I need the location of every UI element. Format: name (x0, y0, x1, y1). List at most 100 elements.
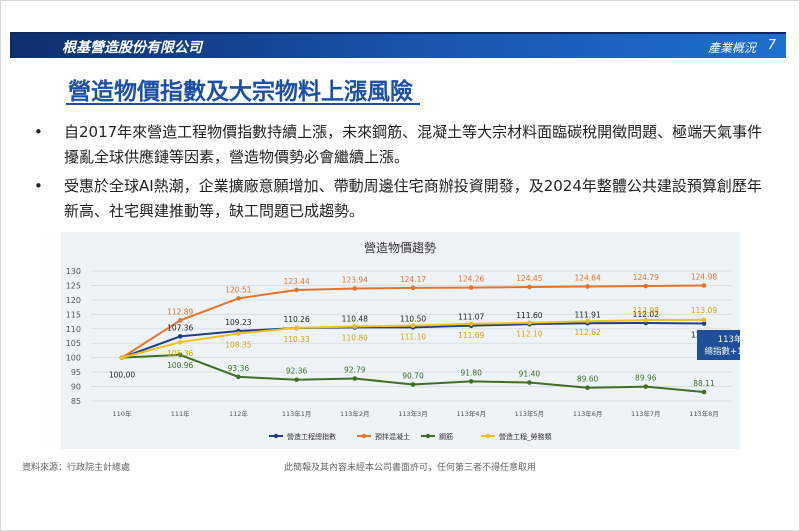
x-tick-label: 113年7月 (631, 409, 661, 418)
data-point (701, 389, 707, 395)
data-point (468, 379, 474, 384)
data-label: 109.23 (225, 318, 251, 327)
legend-label: 鋼筋 (439, 432, 453, 441)
data-label: 120.51 (225, 285, 251, 294)
data-label: 91.40 (519, 370, 541, 379)
data-label: 111.69 (458, 331, 484, 340)
data-label: 92.79 (344, 365, 366, 374)
data-label: 112.62 (574, 328, 600, 337)
data-label: 110.50 (400, 314, 426, 323)
chart-container: 營造物價趨勢 85 90 95 100 105 110 115 120 125 130 110年 111… (61, 232, 740, 449)
data-point (701, 283, 707, 288)
x-tick-label: 112年 (229, 409, 248, 418)
data-label: 110.80 (342, 333, 368, 342)
bullet-dot: • (34, 123, 43, 141)
x-tick-label: 113年5月 (515, 409, 545, 418)
data-point (236, 374, 241, 380)
y-tick-label: 100 (66, 354, 81, 363)
legend-marker (361, 433, 367, 439)
data-point (643, 384, 649, 389)
legend-label: 營造工程總指數 (287, 432, 336, 441)
legend-label: 預拌混凝土 (375, 432, 410, 441)
page-number: 7 (767, 38, 776, 53)
y-tick-label: 115 (66, 310, 81, 319)
data-label: 90.70 (402, 372, 424, 381)
data-label: 89.60 (577, 375, 599, 384)
x-tick-label: 113年2月 (340, 409, 370, 418)
data-point (585, 284, 590, 289)
data-label: 93.36 (228, 364, 250, 373)
data-label: 100.96 (167, 361, 193, 370)
data-label: 107.36 (167, 323, 193, 332)
data-point (236, 331, 241, 336)
data-label: 111.07 (458, 313, 484, 322)
header-bar: 根基營造股份有限公司 產業概況 7 (10, 32, 786, 58)
data-point (177, 352, 183, 358)
data-label: 124.79 (633, 273, 659, 282)
data-point (236, 296, 241, 301)
data-label: 92.36 (286, 367, 308, 376)
annotation-text: 113年8月 (718, 334, 740, 345)
data-point (294, 325, 299, 331)
data-label: 112.89 (167, 307, 193, 316)
data-label: 111.10 (400, 333, 426, 342)
annotation-box (697, 330, 740, 360)
data-point (352, 286, 358, 291)
data-label: 91.80 (460, 368, 482, 377)
data-point (643, 317, 649, 323)
data-point (410, 285, 416, 291)
source-note: 資料來源：行政院主計總處 (22, 463, 131, 473)
data-point (468, 321, 474, 327)
annotation-text: 總指數+11.82% (704, 346, 740, 357)
y-tick-label: 105 (66, 339, 81, 348)
data-point (585, 318, 590, 324)
x-tick-label: 113年4月 (456, 409, 486, 418)
data-point (352, 324, 358, 329)
y-tick-label: 130 (66, 267, 81, 276)
y-tick-label: 110 (66, 325, 81, 334)
data-label: 124.64 (574, 273, 600, 282)
data-point (585, 385, 590, 391)
data-label: 88.11 (693, 379, 715, 388)
data-point (527, 320, 532, 326)
data-label: 112.10 (516, 330, 542, 339)
data-point (119, 355, 125, 360)
data-point (352, 376, 358, 381)
y-tick-label: 125 (66, 281, 81, 290)
bullet-item: • 受惠於全球AI熱潮，企業擴廠意願增加、帶動周邊住宅商辦投資開發，及2024年… (34, 174, 774, 224)
bullet-dot: • (34, 177, 43, 195)
slide-title: 營造物價指數及大宗物料上漲風險 (68, 79, 413, 105)
data-point (701, 321, 707, 326)
legend-marker (273, 433, 279, 439)
y-tick-label: 120 (66, 296, 81, 305)
title-underline (66, 103, 420, 105)
data-label: 124.17 (400, 275, 426, 284)
data-point (527, 380, 532, 385)
x-tick-label: 113年8月 (689, 409, 719, 418)
data-label: 112.02 (633, 310, 659, 319)
x-tick-label: 113年6月 (573, 409, 603, 418)
y-tick-label: 90 (71, 383, 81, 392)
data-label: 108.35 (225, 341, 251, 350)
data-label: 110.26 (283, 315, 309, 324)
legend-label: 營造工程_勞務類 (499, 432, 552, 441)
legend-marker (425, 433, 431, 439)
x-tick-label: 110年 (113, 409, 132, 418)
data-point (294, 377, 299, 383)
bullet-text: 受惠於全球AI熱潮，企業擴廠意願增加、帶動周邊住宅商辦投資開發，及2024年整體… (64, 177, 762, 220)
section-label: 產業概況 (707, 41, 756, 55)
data-point (643, 283, 649, 289)
chart-title: 營造物價趨勢 (364, 240, 436, 255)
data-point (294, 287, 299, 293)
legend-marker (485, 433, 491, 439)
price-trend-chart: 營造物價趨勢 85 90 95 100 105 110 115 120 125 130 110年 111… (66, 240, 740, 441)
data-point (468, 285, 474, 290)
data-label: 123.94 (342, 276, 368, 285)
data-point (177, 334, 183, 339)
data-label: 100.00 (109, 371, 135, 380)
data-label: 110.33 (283, 335, 309, 344)
data-point (527, 284, 532, 290)
data-label: 124.26 (458, 275, 484, 284)
data-point (410, 382, 416, 387)
data-label: 110.48 (342, 314, 368, 323)
